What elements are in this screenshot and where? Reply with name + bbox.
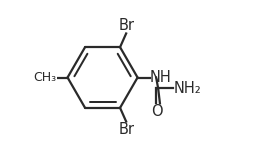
Text: O: O (151, 104, 163, 119)
Text: Br: Br (118, 18, 134, 33)
Text: NH: NH (150, 70, 172, 85)
Text: NH₂: NH₂ (174, 81, 202, 96)
Text: Br: Br (118, 122, 134, 137)
Text: CH₃: CH₃ (33, 71, 56, 84)
